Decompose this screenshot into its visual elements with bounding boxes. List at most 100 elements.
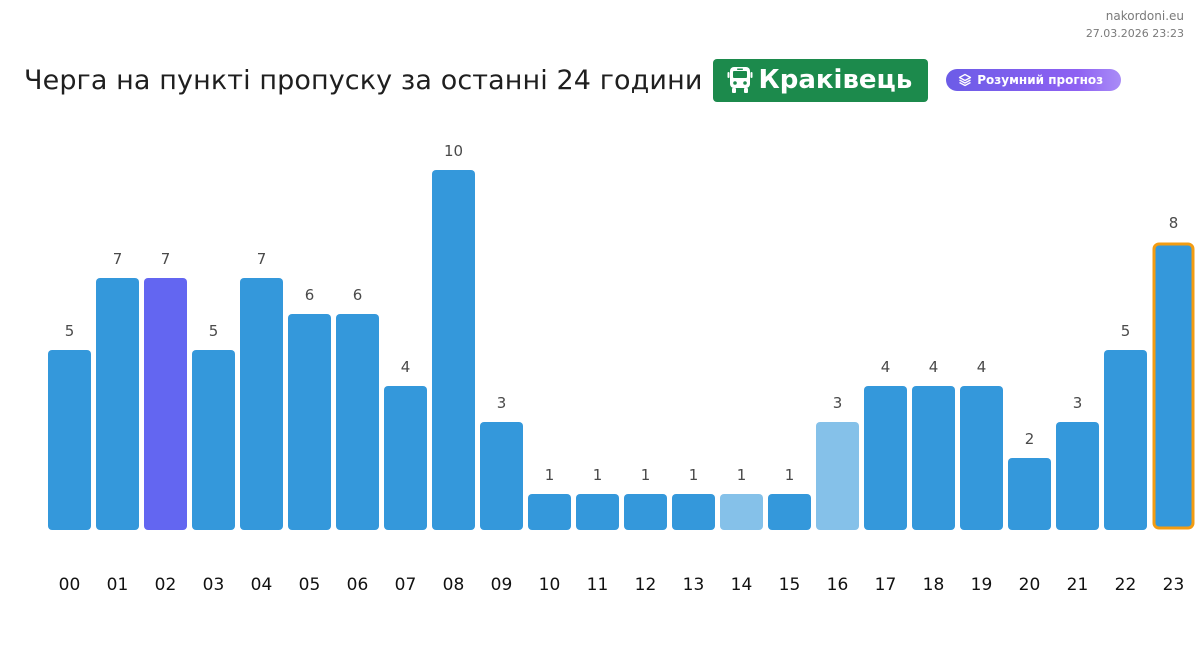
hour-label-04: 04 (251, 575, 273, 595)
hour-label-19: 19 (971, 575, 993, 595)
bar-20[interactable] (1008, 458, 1051, 530)
bar-19[interactable] (960, 386, 1003, 530)
hour-label-13: 13 (683, 575, 705, 595)
bar-05[interactable] (288, 314, 331, 530)
bus-icon (727, 67, 752, 93)
bar-value-07: 4 (401, 358, 411, 376)
hour-label-22: 22 (1115, 575, 1137, 595)
bar-value-21: 3 (1073, 394, 1083, 412)
bar-value-01: 7 (113, 250, 123, 268)
smart-forecast-badge[interactable]: Розумний прогноз (946, 69, 1122, 91)
hour-label-21: 21 (1067, 575, 1089, 595)
bar-11[interactable] (576, 494, 619, 530)
bar-group-01[interactable]: 7 01 (96, 250, 139, 595)
bar-value-11: 1 (593, 466, 603, 484)
bar-09[interactable] (480, 422, 523, 530)
bar-21[interactable] (1056, 422, 1099, 530)
bar-group-13[interactable]: 1 13 (672, 466, 715, 595)
bar-group-04[interactable]: 7 04 (240, 250, 283, 595)
bar-group-00[interactable]: 5 00 (48, 322, 91, 595)
bar-group-03[interactable]: 5 03 (192, 322, 235, 595)
hour-label-00: 00 (59, 575, 81, 595)
bar-value-00: 5 (65, 322, 75, 340)
bar-value-17: 4 (881, 358, 891, 376)
bar-group-15[interactable]: 1 15 (768, 466, 811, 595)
bar-value-22: 5 (1121, 322, 1131, 340)
bar-group-05[interactable]: 6 05 (288, 286, 331, 595)
bar-value-09: 3 (497, 394, 507, 412)
bar-value-12: 1 (641, 466, 651, 484)
bar-group-16[interactable]: 3 16 (816, 394, 859, 595)
bar-value-15: 1 (785, 466, 795, 484)
hour-label-01: 01 (107, 575, 129, 595)
bar-12[interactable] (624, 494, 667, 530)
bar-value-05: 6 (305, 286, 315, 304)
bar-group-18[interactable]: 4 18 (912, 358, 955, 595)
bar-group-10[interactable]: 1 10 (528, 466, 571, 595)
bar-15[interactable] (768, 494, 811, 530)
hour-label-18: 18 (923, 575, 945, 595)
hour-label-02: 02 (155, 575, 177, 595)
hour-label-10: 10 (539, 575, 561, 595)
smart-forecast-label: Розумний прогноз (977, 73, 1104, 87)
bar-group-23[interactable]: 8 23 (1152, 214, 1195, 595)
bar-group-06[interactable]: 6 06 (336, 286, 379, 595)
bar-value-18: 4 (929, 358, 939, 376)
bar-value-04: 7 (257, 250, 267, 268)
hour-label-05: 05 (299, 575, 321, 595)
bar-02[interactable] (144, 278, 187, 530)
hour-label-08: 08 (443, 575, 465, 595)
bar-value-23: 8 (1169, 214, 1179, 232)
bar-07[interactable] (384, 386, 427, 530)
hour-label-09: 09 (491, 575, 513, 595)
bar-group-20[interactable]: 2 20 (1008, 430, 1051, 595)
layers-icon (959, 73, 972, 87)
bar-group-12[interactable]: 1 12 (624, 466, 667, 595)
bar-value-19: 4 (977, 358, 987, 376)
hour-label-12: 12 (635, 575, 657, 595)
bar-08[interactable] (432, 170, 475, 530)
bar-23[interactable] (1152, 242, 1195, 530)
bar-17[interactable] (864, 386, 907, 530)
bar-group-17[interactable]: 4 17 (864, 358, 907, 595)
bar-04[interactable] (240, 278, 283, 530)
bar-22[interactable] (1104, 350, 1147, 530)
bar-13[interactable] (672, 494, 715, 530)
bar-10[interactable] (528, 494, 571, 530)
bar-14[interactable] (720, 494, 763, 530)
bar-16[interactable] (816, 422, 859, 530)
site-name: nakordoni.eu (1105, 9, 1184, 23)
bar-group-09[interactable]: 3 09 (480, 394, 523, 595)
page-title: Черга на пункті пропуску за останні 24 г… (24, 64, 703, 96)
bar-value-08: 10 (444, 142, 463, 160)
bar-group-21[interactable]: 3 21 (1056, 394, 1099, 595)
place-name: Краківець (758, 65, 913, 95)
hour-label-11: 11 (587, 575, 609, 595)
bar-06[interactable] (336, 314, 379, 530)
bar-group-19[interactable]: 4 19 (960, 358, 1003, 595)
bar-value-16: 3 (833, 394, 843, 412)
hour-label-03: 03 (203, 575, 225, 595)
bar-value-03: 5 (209, 322, 219, 340)
hour-label-23: 23 (1163, 575, 1185, 595)
bar-value-13: 1 (689, 466, 699, 484)
bar-01[interactable] (96, 278, 139, 530)
bar-group-07[interactable]: 4 07 (384, 358, 427, 595)
place-badge[interactable]: Краківець (712, 58, 929, 102)
bar-group-08[interactable]: 10 08 (432, 142, 475, 595)
bar-18[interactable] (912, 386, 955, 530)
bar-group-11[interactable]: 111 (576, 466, 619, 595)
hour-label-17: 17 (875, 575, 897, 595)
bar-group-14[interactable]: 1 14 (720, 466, 763, 595)
bar-group-22[interactable]: 5 22 (1104, 322, 1147, 595)
hour-label-16: 16 (827, 575, 849, 595)
bar-00[interactable] (48, 350, 91, 530)
bar-value-10: 1 (545, 466, 555, 484)
bar-value-14: 1 (737, 466, 747, 484)
bar-group-02[interactable]: 7 02 (144, 250, 187, 595)
bar-value-06: 6 (353, 286, 363, 304)
hour-label-14: 14 (731, 575, 753, 595)
hour-label-06: 06 (347, 575, 369, 595)
bar-03[interactable] (192, 350, 235, 530)
